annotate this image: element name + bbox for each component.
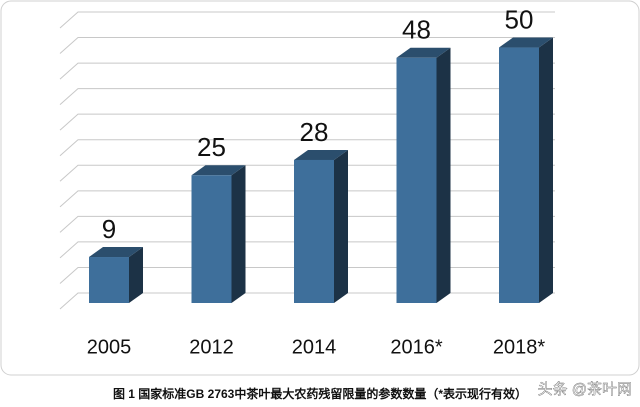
bar-side (231, 165, 246, 303)
value-label: 28 (300, 117, 329, 147)
value-label: 9 (102, 214, 116, 244)
grid-line (59, 241, 555, 259)
x-tick-label: 2005 (87, 336, 132, 358)
bar (396, 57, 437, 303)
bar-side (334, 149, 348, 303)
grid-line (59, 88, 555, 106)
grid-line (59, 164, 555, 182)
caption: 图 1 国家标准GB 2763中茶叶最大农药残留限量的参数数量（*表示现行有效） (113, 386, 527, 401)
x-tick-label: 2014 (292, 336, 337, 358)
x-tick-label: 2012 (189, 336, 234, 358)
x-tick-label: 2016* (390, 336, 442, 358)
bar (89, 257, 129, 303)
grid-line (59, 266, 555, 284)
grid-line (59, 37, 555, 54)
value-label: 50 (505, 4, 534, 34)
bar (191, 175, 232, 303)
bar-side (129, 247, 143, 303)
bar-top (499, 37, 553, 48)
value-label: 48 (402, 15, 431, 45)
grid-line (59, 292, 555, 310)
x-tick-label: 2018* (493, 336, 545, 358)
bar (294, 159, 334, 303)
bar-top (396, 47, 451, 58)
grid-line (59, 139, 555, 157)
bar-side (436, 47, 451, 303)
value-label: 25 (197, 132, 226, 162)
grid-line (59, 113, 555, 131)
grid-line (59, 62, 555, 80)
watermark: 头条 @茶叶网 (538, 381, 632, 398)
grid-line (59, 190, 555, 208)
grid-line (59, 11, 555, 29)
bar-top (89, 247, 143, 258)
bar-top (294, 149, 348, 160)
bar-top (191, 165, 246, 176)
bar (499, 47, 539, 303)
bar-side (539, 37, 553, 303)
grid-line (59, 215, 555, 233)
